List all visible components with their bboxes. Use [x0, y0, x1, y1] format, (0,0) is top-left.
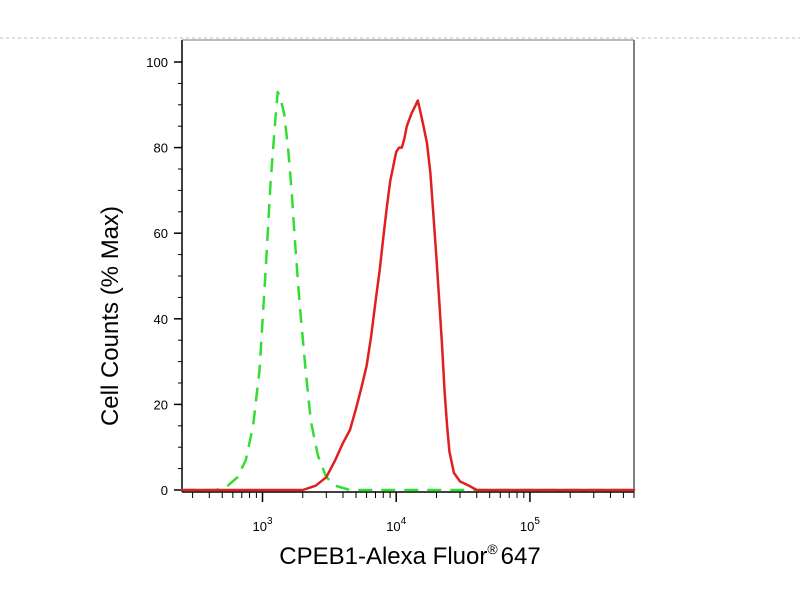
series-layer [180, 90, 636, 492]
y-axis-label: Cell Counts (% Max) [97, 206, 124, 426]
y-tick-label: 60 [154, 226, 168, 241]
y-axis-ticks: 0 20 40 60 80 100 [146, 55, 182, 498]
x-axis-label-suffix: 647 [501, 543, 541, 570]
x-tick-label: 103 [252, 516, 272, 534]
x-axis-label-registered: ® [487, 541, 498, 557]
y-tick-label: 20 [154, 397, 168, 412]
y-tick-label: 100 [146, 55, 168, 70]
plot-frame [181, 39, 635, 493]
cpeb1-histogram-line [180, 99, 636, 492]
x-axis-ticks: 103 104 105 [192, 492, 635, 534]
x-axis-label: CPEB1-Alexa Fluor® 647 [279, 541, 540, 570]
y-tick-label: 80 [154, 141, 168, 156]
x-axis-label-main: CPEB1-Alexa Fluor [279, 543, 487, 570]
x-tick-label: 105 [520, 516, 540, 534]
y-tick-label: 40 [154, 312, 168, 327]
x-tick-label: 104 [386, 516, 406, 534]
isotype-control-line [182, 90, 634, 492]
y-tick-label: 0 [161, 483, 168, 498]
